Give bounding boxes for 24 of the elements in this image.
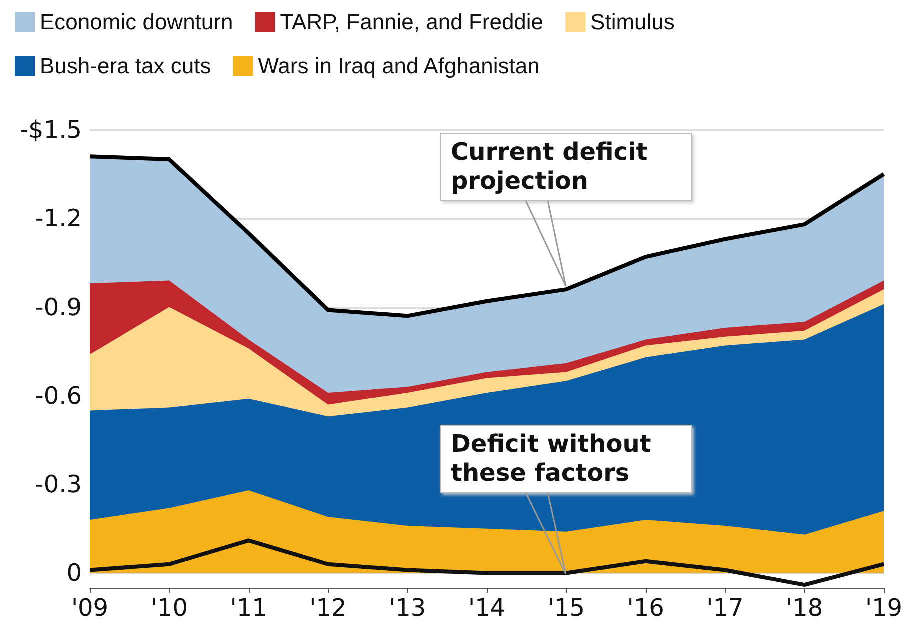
y-tick-label: -0.9 [35,293,82,322]
x-tick-label: '10 [150,594,188,622]
x-tick-label: '14 [468,594,506,622]
x-tick-label: '16 [627,594,664,622]
y-tick-label: 0 [66,559,82,588]
legend-label: Bush-era tax cuts [40,54,212,78]
x-tick-label: '09 [71,594,109,622]
annotation: Current deficit projection [440,133,692,201]
legend-label: TARP, Fannie, and Freddie [280,10,544,34]
x-tick-label: '12 [310,594,347,622]
x-tick-label: '15 [548,594,585,622]
legend-label: Economic downturn [40,10,234,34]
annotation: Deficit without these factors [440,425,692,493]
x-tick-label: '11 [230,594,268,622]
legend-label: Wars in Iraq and Afghanistan [258,54,540,78]
x-tick-label: '18 [786,594,824,622]
y-tick-label: -0.3 [35,470,82,499]
y-tick-label: -$1.5 [20,116,82,144]
y-tick-label: -1.2 [35,204,82,233]
x-tick-label: '13 [389,594,426,622]
x-tick-label: '17 [706,594,744,622]
legend-label: Stimulus [590,10,675,34]
x-tick-label: '19 [865,594,903,622]
y-tick-label: -0.6 [35,382,82,410]
